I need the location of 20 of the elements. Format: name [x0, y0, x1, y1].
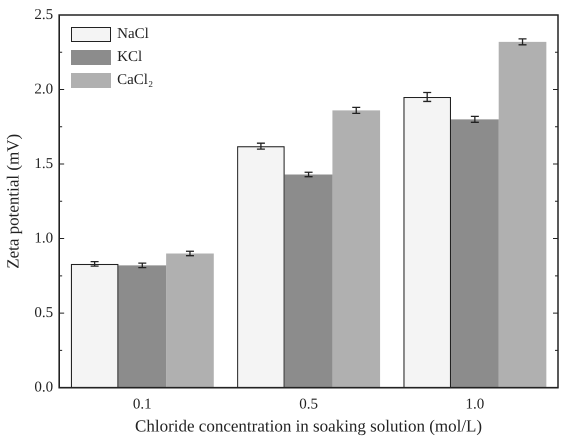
bar	[498, 42, 546, 388]
bar	[166, 253, 214, 388]
y-tick-label: 2.0	[34, 81, 54, 98]
y-tick-label: 1.5	[34, 156, 54, 172]
bar	[451, 119, 499, 388]
x-axis-title: Chloride concentration in soaking solution (mol/L)	[135, 416, 482, 436]
legend-label: KCl	[117, 49, 142, 65]
y-axis-title: Zeta potential (mV)	[4, 134, 23, 269]
x-tick-label: 0.5	[299, 396, 318, 413]
bar	[284, 174, 332, 388]
bar	[332, 110, 380, 388]
bar	[118, 265, 166, 388]
legend-label: CaCl₂	[117, 72, 154, 88]
legend-label: NaCl	[117, 26, 149, 42]
y-tick-label: 2.5	[34, 6, 54, 23]
y-tick-label: 0.0	[34, 380, 54, 396]
x-tick-label: 1.0	[465, 396, 484, 413]
x-tick-label: 0.1	[132, 396, 152, 413]
y-tick-label: 1.0	[34, 230, 54, 246]
y-tick-label: 0.5	[34, 305, 54, 322]
